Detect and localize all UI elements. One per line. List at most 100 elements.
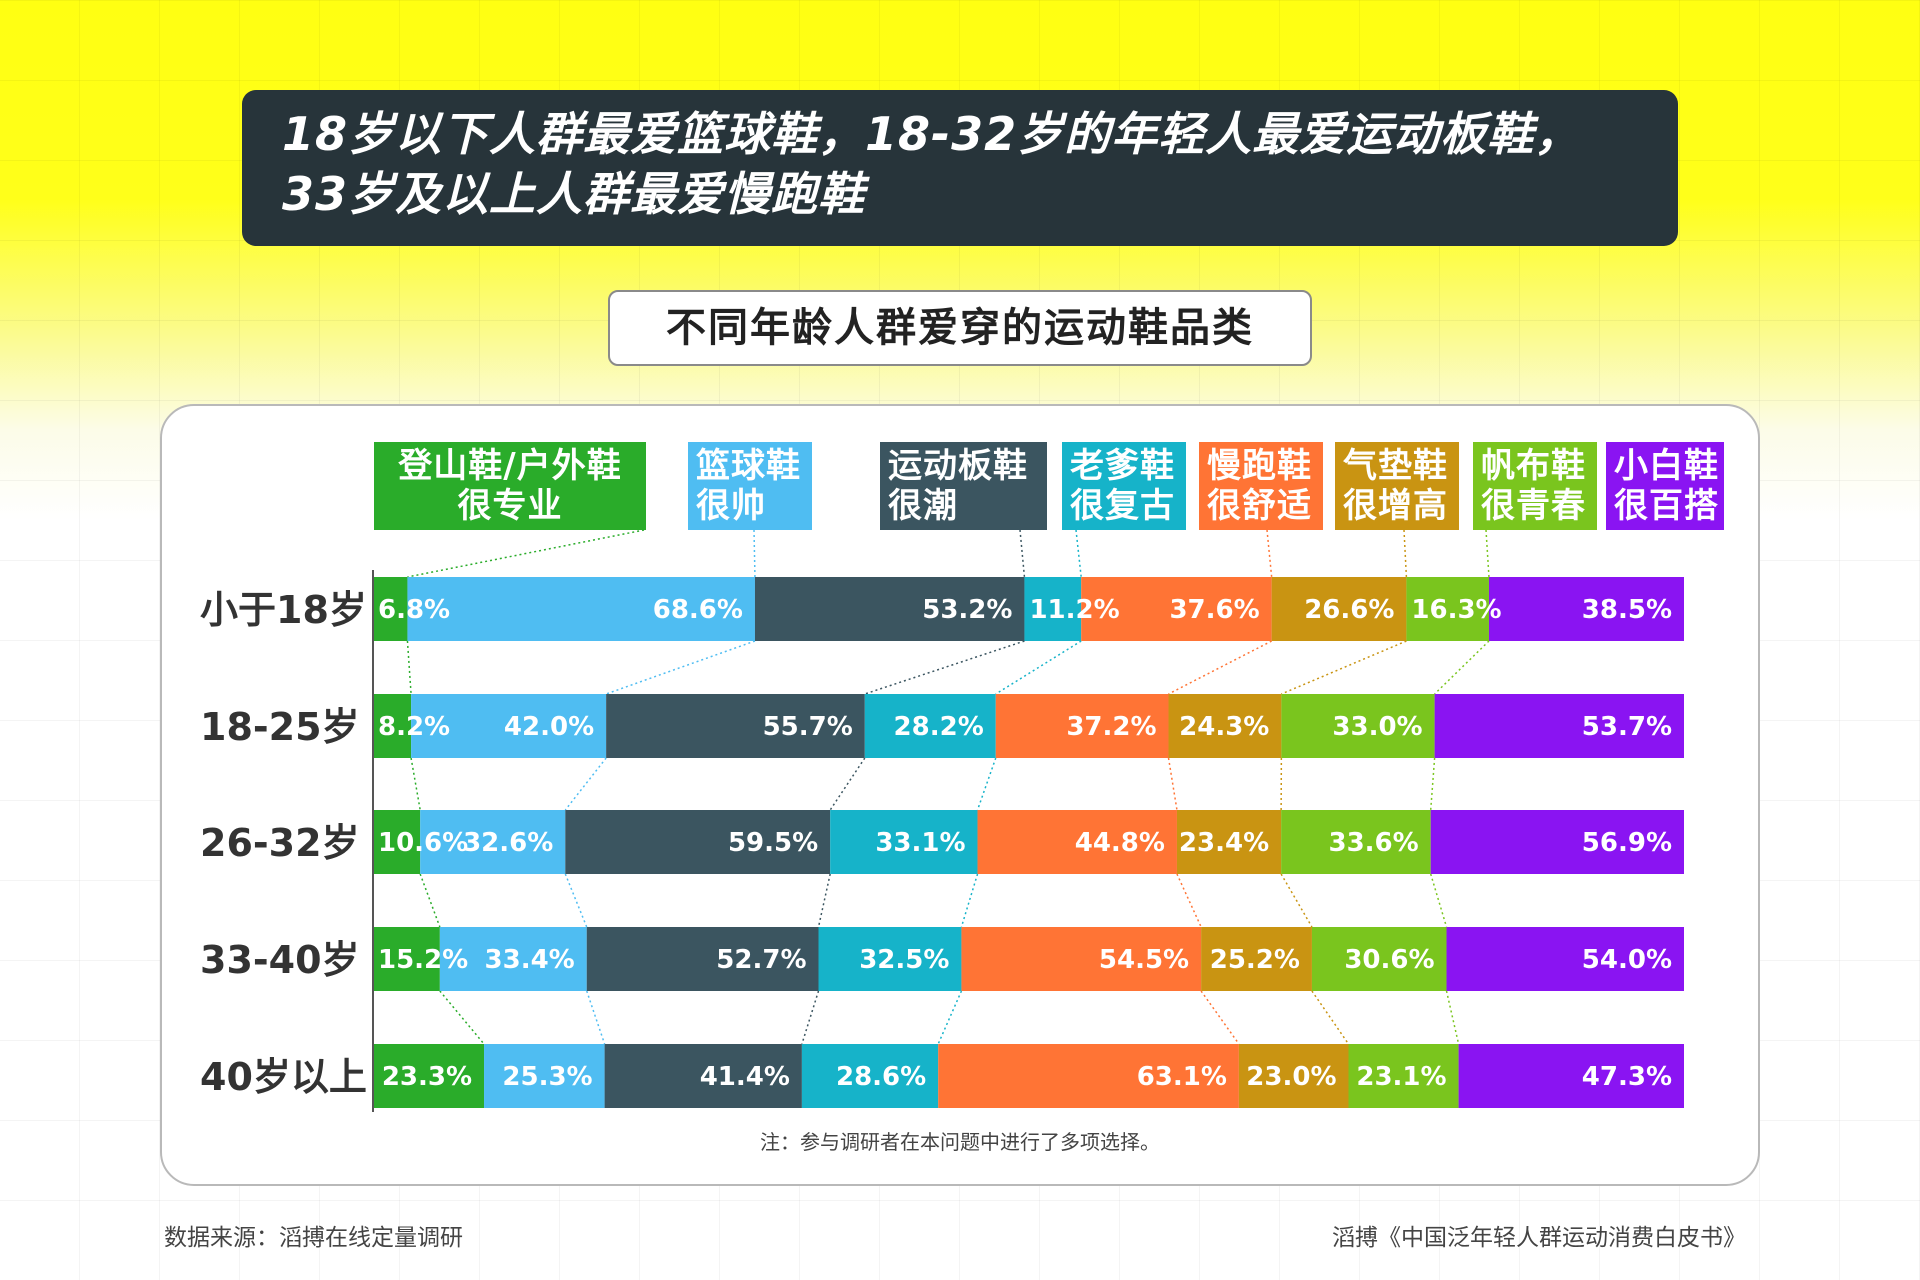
data-label: 30.6% bbox=[1344, 945, 1434, 975]
data-label: 11.2% bbox=[1029, 595, 1119, 625]
legend-hiking-line2: 很专业 bbox=[457, 486, 563, 526]
bar-segment bbox=[604, 1044, 802, 1108]
bar-segment bbox=[1488, 577, 1684, 641]
data-label: 25.2% bbox=[1210, 945, 1300, 975]
bar-segment bbox=[818, 927, 962, 991]
bar-segment bbox=[864, 694, 996, 758]
row-label-33-40: 33-40岁 bbox=[200, 938, 360, 982]
connector-line bbox=[1019, 529, 1026, 578]
connector-line bbox=[605, 640, 756, 695]
bar-segment bbox=[565, 810, 831, 874]
bar-segment bbox=[586, 927, 819, 991]
data-label: 10.6% bbox=[378, 828, 468, 858]
connector-line bbox=[564, 757, 607, 811]
bar-segment bbox=[373, 1044, 485, 1108]
bar-segment bbox=[1238, 1044, 1349, 1108]
connector-line bbox=[1434, 640, 1490, 695]
data-label: 44.8% bbox=[1075, 828, 1165, 858]
data-label: 63.1% bbox=[1137, 1062, 1227, 1092]
legend-hiking-line1: 登山鞋/户外鞋 bbox=[398, 446, 622, 486]
connector-line bbox=[1403, 529, 1408, 578]
connector-line bbox=[864, 640, 1025, 695]
data-label: 68.6% bbox=[653, 595, 743, 625]
bar-segment bbox=[801, 1044, 939, 1108]
connector-line bbox=[410, 757, 421, 811]
connector-line bbox=[407, 529, 645, 578]
bar-segment bbox=[1348, 1044, 1459, 1108]
legend-air-line1: 气垫鞋 bbox=[1343, 446, 1448, 486]
connector-line bbox=[586, 990, 606, 1045]
data-label: 54.0% bbox=[1582, 945, 1672, 975]
bar-segment bbox=[1271, 577, 1407, 641]
legend-skate-line2: 很潮 bbox=[888, 486, 958, 526]
data-label: 56.9% bbox=[1582, 828, 1672, 858]
data-label: 33.6% bbox=[1329, 828, 1419, 858]
data-label: 38.5% bbox=[1582, 595, 1672, 625]
bar-segment bbox=[1446, 927, 1684, 991]
data-label: 54.5% bbox=[1099, 945, 1189, 975]
bar-segment bbox=[411, 694, 607, 758]
footnote: 注：参与调研者在本问题中进行了多项选择。 bbox=[760, 1130, 1160, 1154]
legend-running-line1: 慢跑鞋 bbox=[1207, 446, 1312, 486]
data-label: 47.3% bbox=[1582, 1062, 1672, 1092]
connector-line bbox=[1200, 990, 1240, 1045]
row-label-40plus: 40岁以上 bbox=[200, 1055, 367, 1099]
bar-segment bbox=[977, 810, 1177, 874]
bar-segment bbox=[961, 927, 1202, 991]
bar-segment bbox=[995, 694, 1169, 758]
data-label: 28.6% bbox=[836, 1062, 926, 1092]
data-label: 33.1% bbox=[875, 828, 965, 858]
bar-segment bbox=[373, 927, 440, 991]
connector-line bbox=[1176, 873, 1202, 928]
legend-dad-line1: 老爹鞋 bbox=[1070, 446, 1175, 486]
legend-white-line2: 很百搭 bbox=[1614, 486, 1719, 526]
row-label-18-25: 18-25岁 bbox=[200, 705, 360, 749]
connector-line bbox=[1168, 640, 1272, 695]
connector-line bbox=[406, 640, 412, 695]
data-label: 55.7% bbox=[763, 712, 853, 742]
bar-segment bbox=[373, 810, 421, 874]
report-text: 滔搏《中国泛年轻人群运动消费白皮书》 bbox=[1332, 1225, 1746, 1251]
data-label: 23.4% bbox=[1179, 828, 1269, 858]
bar-segment bbox=[606, 694, 865, 758]
legend-basketball-line2: 很帅 bbox=[696, 486, 766, 526]
connector-line bbox=[995, 640, 1082, 695]
data-label: 28.2% bbox=[894, 712, 984, 742]
connector-line bbox=[817, 873, 831, 928]
legend-running-line2: 很舒适 bbox=[1207, 486, 1312, 526]
data-label: 33.4% bbox=[485, 945, 575, 975]
source-text: 数据来源：滔搏在线定量调研 bbox=[164, 1225, 463, 1251]
data-label: 23.0% bbox=[1246, 1062, 1336, 1092]
bar-segment bbox=[1434, 694, 1684, 758]
legend-running: 慢跑鞋 很舒适 bbox=[1199, 442, 1323, 530]
legend-canvas-line1: 帆布鞋 bbox=[1481, 446, 1586, 486]
bar-segment bbox=[439, 927, 587, 991]
legend-basketball: 篮球鞋 很帅 bbox=[688, 442, 812, 530]
data-label: 16.3% bbox=[1411, 595, 1501, 625]
bar-segment bbox=[1311, 927, 1447, 991]
bar-segment bbox=[1024, 577, 1082, 641]
connector-line bbox=[976, 757, 997, 811]
legend-dad: 老爹鞋 很复古 bbox=[1062, 442, 1186, 530]
bar-segment bbox=[420, 810, 566, 874]
bar-segment bbox=[373, 694, 412, 758]
connector-line bbox=[564, 873, 588, 928]
legend-canvas: 帆布鞋 很青春 bbox=[1473, 442, 1597, 530]
connector-line bbox=[419, 873, 441, 928]
bar-segment bbox=[1430, 810, 1684, 874]
data-label: 42.0% bbox=[504, 712, 594, 742]
row-label-26-32: 26-32岁 bbox=[200, 821, 360, 865]
legend-skate-line1: 运动板鞋 bbox=[888, 446, 1028, 486]
bar-segment bbox=[1406, 577, 1489, 641]
connector-line bbox=[1167, 757, 1178, 811]
connector-line bbox=[439, 990, 485, 1045]
connector-line bbox=[1311, 990, 1350, 1045]
data-label: 6.8% bbox=[378, 595, 450, 625]
bar-segment bbox=[484, 1044, 605, 1108]
data-label: 23.1% bbox=[1356, 1062, 1446, 1092]
data-label: 53.2% bbox=[922, 595, 1012, 625]
headline-banner: 18岁以下人群最爱篮球鞋，18-32岁的年轻人最爱运动板鞋， 33岁及以上人群最… bbox=[242, 90, 1678, 246]
connector-line bbox=[937, 990, 963, 1045]
connector-line bbox=[1281, 640, 1407, 695]
